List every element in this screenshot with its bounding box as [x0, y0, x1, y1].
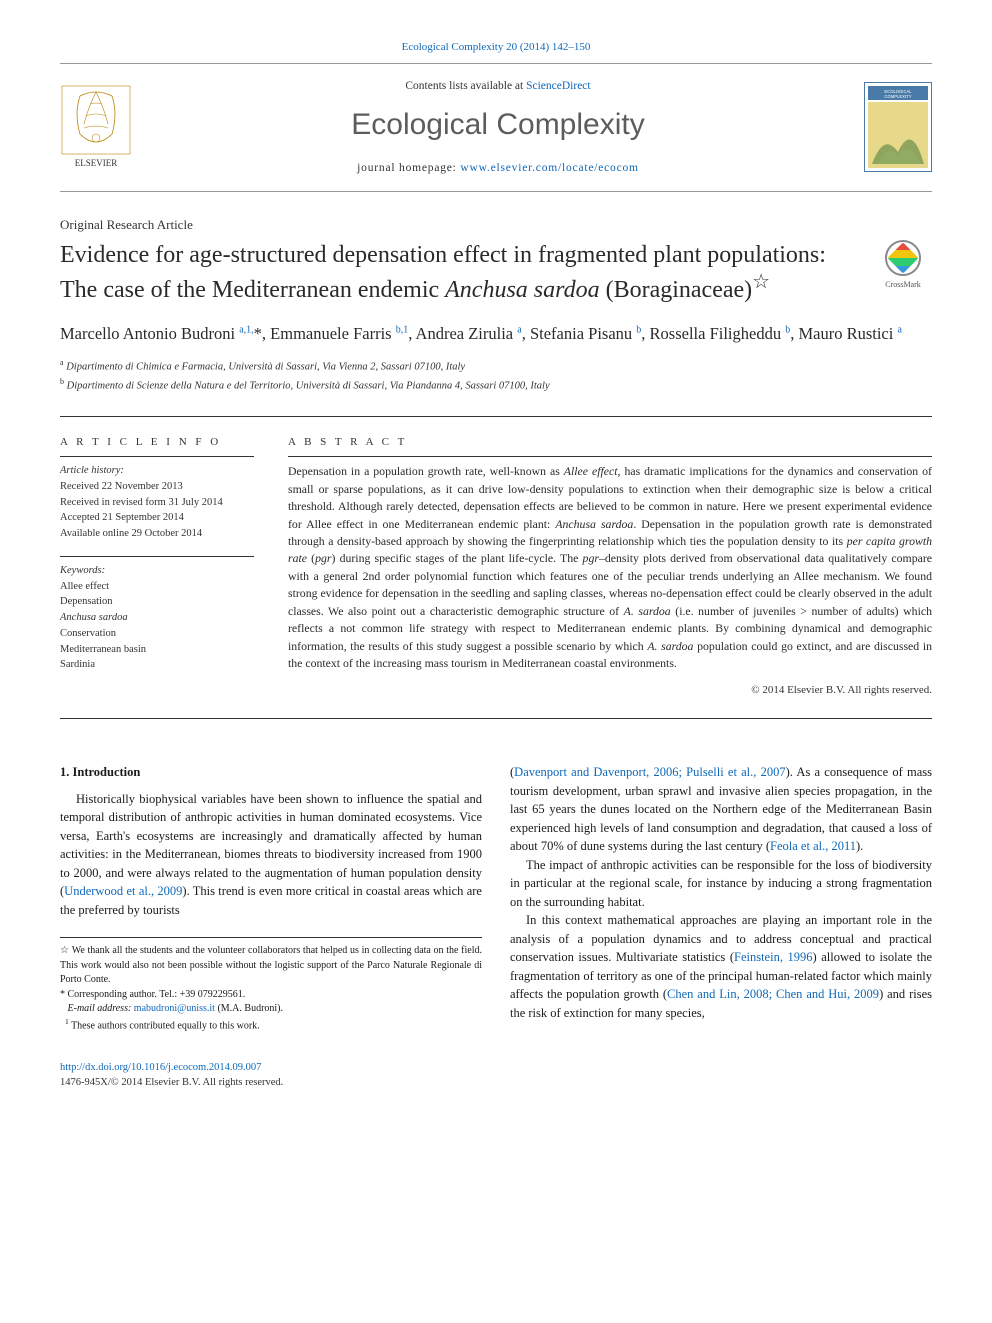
footnote-equal-contribution: 1 These authors contributed equally to t… — [60, 1017, 482, 1034]
homepage-prefix: journal homepage: — [357, 162, 460, 174]
crossmark-badge[interactable]: CrossMark — [874, 240, 932, 298]
footnote-corresponding: * Corresponding author. Tel.: +39 079229… — [60, 988, 482, 1003]
elsevier-logo-text: ELSEVIER — [75, 158, 118, 168]
issn-copyright-line: 1476-945X/© 2014 Elsevier B.V. All right… — [60, 1076, 932, 1091]
journal-reference: Ecological Complexity 20 (2014) 142–150 — [60, 40, 932, 55]
body-two-column: 1. Introduction Historically biophysical… — [60, 763, 932, 1033]
keywords-heading: Keywords: — [60, 565, 105, 576]
journal-homepage-link[interactable]: www.elsevier.com/locate/ecocom — [460, 162, 638, 174]
affiliation-b: b Dipartimento di Scienze della Natura e… — [60, 376, 932, 394]
article-info-heading: A R T I C L E I N F O — [60, 435, 254, 450]
elsevier-logo: ELSEVIER — [60, 84, 132, 170]
email-suffix: (M.A. Budroni). — [215, 1003, 283, 1014]
history-heading: Article history: — [60, 465, 124, 476]
crossmark-icon — [885, 240, 921, 276]
svg-text:COMPLEXITY: COMPLEXITY — [885, 94, 912, 99]
article-info-column: A R T I C L E I N F O Article history: R… — [60, 417, 254, 718]
body-paragraph: The impact of anthropic activities can b… — [510, 856, 932, 912]
info-divider — [60, 556, 254, 557]
email-label: E-mail address: — [68, 1003, 134, 1014]
sciencedirect-link[interactable]: ScienceDirect — [526, 80, 591, 92]
abstract-copyright: © 2014 Elsevier B.V. All rights reserved… — [288, 683, 932, 698]
body-paragraph: (Davenport and Davenport, 2006; Pulselli… — [510, 763, 932, 856]
journal-name: Ecological Complexity — [132, 104, 864, 146]
corresponding-email-link[interactable]: mabudroni@uniss.it — [134, 1003, 215, 1014]
keyword: Anchusa sardoa — [60, 612, 128, 623]
footnotes-block: ☆ We thank all the students and the volu… — [60, 937, 482, 1033]
info-divider — [60, 456, 254, 457]
doi-link[interactable]: http://dx.doi.org/10.1016/j.ecocom.2014.… — [60, 1062, 261, 1073]
abstract-text: Depensation in a population growth rate,… — [288, 463, 932, 672]
journal-reference-link[interactable]: Ecological Complexity 20 (2014) 142–150 — [402, 41, 591, 53]
footnote-funding: ☆ We thank all the students and the volu… — [60, 944, 482, 988]
body-paragraph: In this context mathematical approaches … — [510, 911, 932, 1022]
body-paragraph: Historically biophysical variables have … — [60, 790, 482, 920]
keyword: Depensation — [60, 596, 113, 607]
keyword: Sardinia — [60, 659, 95, 670]
affiliations: a Dipartimento di Chimica e Farmacia, Un… — [60, 357, 932, 394]
header-center: Contents lists available at ScienceDirec… — [132, 78, 864, 176]
authors-line: Marcello Antonio Budroni a,1,*, Emmanuel… — [60, 322, 932, 345]
journal-cover-thumb: ECOLOGICAL COMPLEXITY — [864, 82, 932, 172]
article-history-block: Article history: Received 22 November 20… — [60, 463, 254, 542]
page-footer-info: http://dx.doi.org/10.1016/j.ecocom.2014.… — [60, 1061, 932, 1090]
contents-available-line: Contents lists available at ScienceDirec… — [132, 78, 864, 94]
history-line: Received 22 November 2013 — [60, 481, 183, 492]
history-line: Received in revised form 31 July 2014 — [60, 497, 223, 508]
crossmark-label: CrossMark — [885, 279, 921, 290]
keyword: Allee effect — [60, 581, 109, 592]
section-heading-intro: 1. Introduction — [60, 763, 482, 782]
footnote-email: E-mail address: mabudroni@uniss.it (M.A.… — [60, 1002, 482, 1017]
history-line: Accepted 21 September 2014 — [60, 512, 184, 523]
keywords-block: Keywords: Allee effect Depensation Anchu… — [60, 563, 254, 673]
abstract-divider — [288, 456, 932, 457]
history-line: Available online 29 October 2014 — [60, 528, 202, 539]
affiliation-a: a Dipartimento di Chimica e Farmacia, Un… — [60, 357, 932, 375]
abstract-column: A B S T R A C T Depensation in a populat… — [288, 417, 932, 718]
title-row: Evidence for age-structured depensation … — [60, 240, 932, 306]
journal-header-box: ELSEVIER Contents lists available at Sci… — [60, 63, 932, 191]
info-abstract-row: A R T I C L E I N F O Article history: R… — [60, 416, 932, 719]
article-title: Evidence for age-structured depensation … — [60, 240, 854, 306]
keyword: Mediterranean basin — [60, 644, 146, 655]
abstract-heading: A B S T R A C T — [288, 435, 932, 450]
keyword: Conservation — [60, 628, 116, 639]
journal-homepage-line: journal homepage: www.elsevier.com/locat… — [132, 160, 864, 176]
contents-prefix: Contents lists available at — [405, 80, 526, 92]
article-type: Original Research Article — [60, 216, 932, 234]
